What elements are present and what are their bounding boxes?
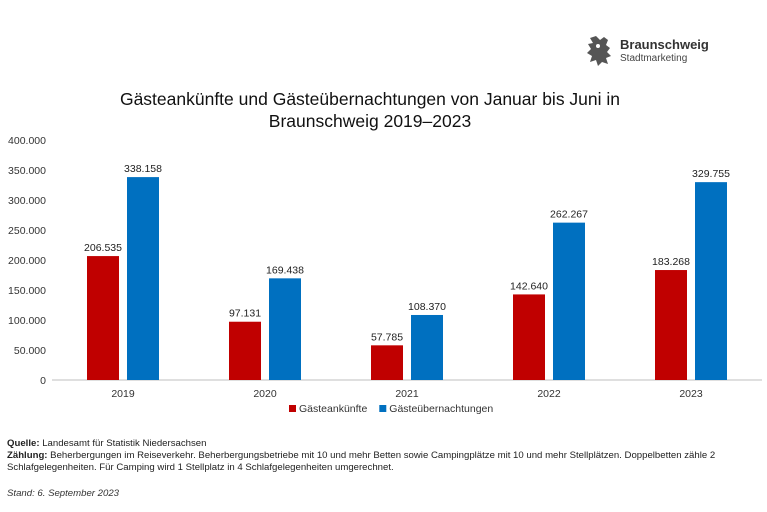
count-note: Zählung: Beherbergungen im Reiseverkehr.… bbox=[7, 450, 765, 474]
bar-overnights bbox=[127, 177, 159, 380]
y-tick-label: 200.000 bbox=[8, 255, 46, 267]
count-text: Beherbergungen im Reiseverkehr. Beherber… bbox=[7, 450, 716, 473]
lion-crest-icon bbox=[587, 36, 611, 66]
chart-title: Gästeankünfte und Gästeübernachtungen vo… bbox=[60, 88, 680, 132]
legend-swatch bbox=[289, 405, 296, 412]
legend-label: Gästeübernachtungen bbox=[389, 403, 493, 415]
y-tick-label: 0 bbox=[40, 375, 46, 387]
source-note: Quelle: Landesamt für Statistik Niedersa… bbox=[7, 438, 765, 450]
x-tick-label: 2022 bbox=[537, 388, 561, 400]
data-label: 338.158 bbox=[124, 163, 162, 175]
bar-arrivals bbox=[655, 270, 687, 380]
y-tick-label: 150.000 bbox=[8, 285, 46, 297]
bar-overnights bbox=[695, 182, 727, 380]
bar-arrivals bbox=[87, 256, 119, 380]
x-tick-label: 2020 bbox=[253, 388, 277, 400]
data-label: 57.785 bbox=[371, 331, 403, 343]
bar-arrivals bbox=[371, 345, 403, 380]
count-label: Zählung: bbox=[7, 450, 48, 461]
brand-logo: Braunschweig Stadtmarketing bbox=[584, 34, 709, 68]
bar-chart: 0 50.000 100.000 150.000 200.000 250.000 300.0… bbox=[8, 135, 762, 415]
y-tick-label: 350.000 bbox=[8, 165, 46, 177]
data-label: 206.535 bbox=[84, 242, 122, 254]
source-label: Quelle: bbox=[7, 438, 40, 449]
brand-subtitle: Stadtmarketing bbox=[620, 52, 688, 64]
y-tick-label: 300.000 bbox=[8, 195, 46, 207]
bar-arrivals bbox=[513, 294, 545, 380]
chart-title-line-2: Braunschweig 2019–2023 bbox=[268, 111, 472, 131]
y-tick-label: 400.000 bbox=[8, 135, 46, 147]
legend-label: Gästeankünfte bbox=[299, 403, 367, 415]
stand-date: Stand: 6. September 2023 bbox=[7, 488, 120, 499]
chart-title-line-1: Gästeankünfte und Gästeübernachtungen vo… bbox=[119, 89, 621, 109]
data-label: 183.268 bbox=[652, 256, 690, 268]
bar-arrivals bbox=[229, 321, 261, 380]
data-label: 329.755 bbox=[692, 168, 730, 180]
y-tick-label: 100.000 bbox=[8, 315, 46, 327]
data-label: 108.370 bbox=[408, 301, 446, 313]
y-tick-label: 250.000 bbox=[8, 225, 46, 237]
x-tick-label: 2019 bbox=[111, 388, 135, 400]
data-label: 97.131 bbox=[229, 308, 261, 320]
data-label: 169.438 bbox=[266, 264, 304, 276]
data-label: 142.640 bbox=[510, 280, 548, 292]
source-text: Landesamt für Statistik Niedersachsen bbox=[39, 438, 207, 449]
bar-overnights bbox=[411, 314, 443, 380]
footnote: Quelle: Landesamt für Statistik Niedersa… bbox=[7, 438, 765, 474]
x-tick-label: 2023 bbox=[679, 388, 703, 400]
legend-swatch bbox=[379, 405, 387, 412]
y-tick-label: 50.000 bbox=[14, 345, 46, 357]
brand-name: Braunschweig bbox=[620, 37, 709, 53]
data-label: 262.267 bbox=[550, 209, 588, 221]
bar-overnights bbox=[553, 222, 585, 380]
x-tick-label: 2021 bbox=[395, 388, 419, 400]
bar-overnights bbox=[269, 278, 301, 380]
